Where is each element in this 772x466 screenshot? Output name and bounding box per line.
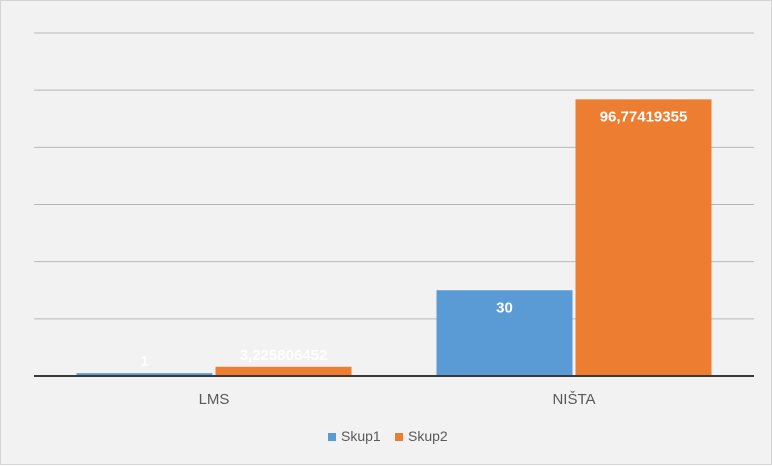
bar-skup2-0 [215,366,352,376]
legend-swatch-skup1 [328,433,336,441]
category-label-0: LMS [199,391,230,408]
category-label-1: NIŠTA [552,391,595,408]
legend: Skup1 Skup2 [328,428,448,444]
bar-skup2-1 [575,99,712,377]
data-label-skup2-1: 96,77419355 [600,108,688,125]
bars [76,99,712,377]
data-label-skup2-0: 3,225806452 [240,347,328,364]
bar-skup1-1 [436,290,573,376]
data-labels: 1 3,225806452 30 96,77419355 [140,108,687,370]
legend-label-skup2: Skup2 [408,428,448,444]
data-label-skup1-0: 1 [140,353,148,370]
data-label-skup1-1: 30 [496,299,513,316]
bar-skup1-0 [76,373,213,376]
category-labels: LMS NIŠTA [199,391,596,408]
legend-swatch-skup2 [395,433,403,441]
legend-label-skup1: Skup1 [341,428,381,444]
